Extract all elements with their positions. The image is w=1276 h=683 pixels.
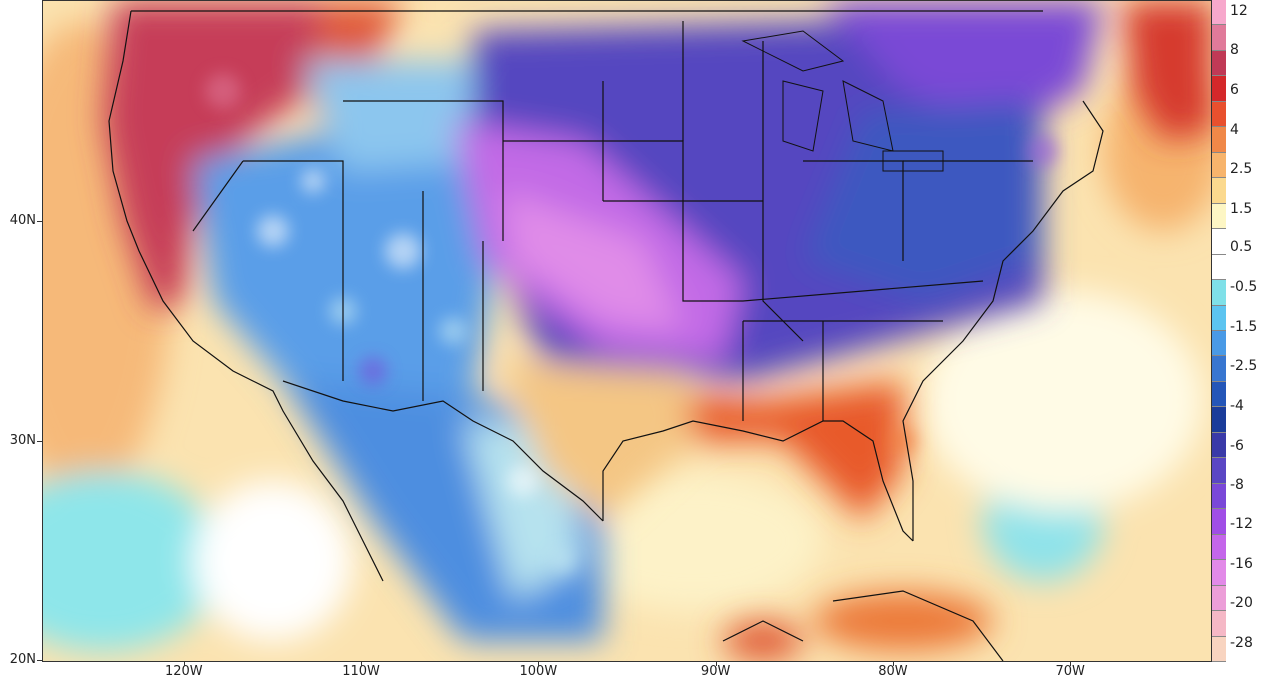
- lon-tickmark: [1070, 662, 1072, 666]
- colorbar-label: -2.5: [1230, 358, 1258, 374]
- lon-tickmark: [538, 662, 540, 666]
- colorbar-label: 12: [1230, 3, 1248, 19]
- colorbar-label: 1.5: [1230, 201, 1253, 217]
- coastlines-and-borders: [108, 10, 1104, 582]
- colorbar-label: -28: [1230, 635, 1253, 651]
- colorbar-swatch: [1212, 76, 1226, 102]
- colorbar-label: 6: [1230, 82, 1239, 98]
- lon-tickmark: [183, 662, 185, 666]
- colorbar-label: -12: [1230, 516, 1253, 532]
- colorbar-swatch: [1212, 407, 1226, 433]
- colorbar-label: -8: [1230, 477, 1244, 493]
- lon-tick-label: 70W: [1055, 664, 1085, 679]
- colorbar: 12 8 6 4 2.5 1.5 0.5 -0.5 -1.5 -2.5 -4 -6 -8 -12 -16 -2…: [1212, 0, 1276, 662]
- colorbar-label: 8: [1230, 42, 1239, 58]
- colorbar-swatch: [1212, 534, 1226, 561]
- ocean-anomaly-field: [43, 21, 1211, 651]
- colorbar-swatch: [1212, 101, 1226, 128]
- colorbar-swatch: [1212, 585, 1226, 612]
- lon-tick-label: 80W: [878, 664, 908, 679]
- temperature-anomaly-map: [43, 1, 1211, 661]
- colorbar-swatch: [1212, 509, 1226, 535]
- colorbar-swatch: [1212, 432, 1226, 459]
- lat-tick-label: 20N: [9, 652, 36, 667]
- colorbar-swatch: [1212, 381, 1226, 408]
- colorbar-swatch: [1212, 280, 1226, 306]
- colorbar-swatch: [1212, 483, 1226, 510]
- colorbar-swatch: [1212, 127, 1226, 153]
- colorbar-swatch: [1212, 254, 1226, 281]
- colorbar-label: 4: [1230, 122, 1239, 138]
- colorbar-swatch: [1212, 560, 1226, 586]
- lon-tick-label: 100W: [519, 664, 558, 679]
- lon-tick-label: 120W: [164, 664, 203, 679]
- lon-tickmark: [361, 662, 363, 666]
- colorbar-label: -6: [1230, 438, 1244, 454]
- colorbar-swatch: [1212, 458, 1226, 484]
- colorbar-label: -1.5: [1230, 319, 1258, 335]
- colorbar-label: -0.5: [1230, 279, 1258, 295]
- map-panel: [42, 0, 1212, 662]
- lon-tickmark: [892, 662, 894, 666]
- colorbar-swatch: [1212, 152, 1226, 179]
- colorbar-swatch: [1212, 25, 1226, 51]
- colorbar-label: -4: [1230, 398, 1244, 414]
- colorbar-swatch: [1212, 331, 1226, 357]
- lon-tickmark: [715, 662, 717, 666]
- great-lakes-outline: [741, 30, 944, 172]
- colorbar-label: 2.5: [1230, 161, 1253, 177]
- colorbar-label: 0.5: [1230, 239, 1253, 255]
- colorbar-swatch: [1212, 305, 1226, 331]
- lat-tick-label: 30N: [9, 433, 36, 449]
- lat-tickmark: [37, 220, 42, 222]
- lon-tick-label: 90W: [700, 664, 731, 679]
- colorbar-label: -16: [1230, 556, 1253, 572]
- lat-tick-label: 40N: [9, 212, 36, 228]
- colorbar-swatch: [1212, 636, 1226, 662]
- lon-tick-label: 110W: [342, 664, 380, 679]
- colorbar-swatch: [1212, 611, 1226, 637]
- caribbean-coastlines: [722, 590, 1004, 661]
- lat-tickmark: [37, 441, 42, 443]
- colorbar-swatch: [1212, 50, 1226, 77]
- colorbar-swatch: [1212, 0, 1226, 26]
- colorbar-swatch: [1212, 178, 1226, 204]
- colorbar-swatch: [1212, 203, 1226, 230]
- land-speckle-texture: [205, 73, 1059, 573]
- colorbar-swatch: [1212, 229, 1226, 255]
- lat-tickmark: [37, 660, 42, 661]
- colorbar-swatch: [1212, 356, 1226, 382]
- colorbar-label: -20: [1230, 595, 1253, 611]
